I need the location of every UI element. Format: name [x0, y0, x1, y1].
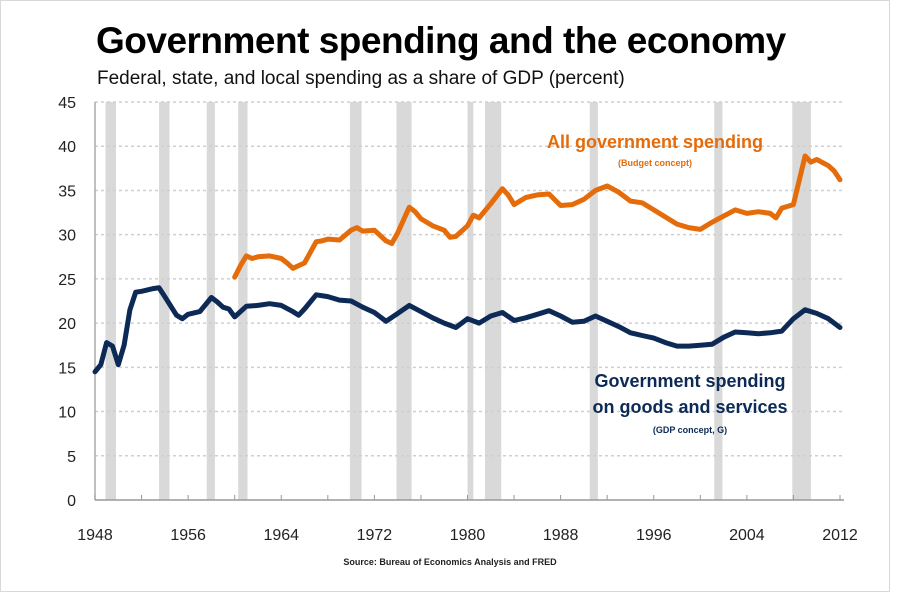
y-tick-label: 40 — [58, 139, 76, 156]
label-all-government-spending: All government spending — [547, 132, 763, 152]
x-tick-label: 1980 — [450, 527, 486, 544]
recession-band — [589, 102, 598, 500]
x-tick-label: 1948 — [77, 527, 113, 544]
y-tick-label: 0 — [67, 493, 76, 510]
x-tick-label: 2012 — [822, 527, 858, 544]
chart-subtitle: Federal, state, and local spending as a … — [97, 68, 625, 89]
y-tick-label: 30 — [58, 228, 76, 245]
y-tick-label: 15 — [58, 360, 76, 377]
recession-band — [484, 102, 502, 500]
recession-band — [238, 102, 248, 500]
chart-title: Government spending and the economy — [96, 20, 786, 61]
label-goods-and-services: on goods and services — [592, 397, 787, 417]
y-tick-label: 20 — [58, 316, 76, 333]
label-budget-concept: (Budget concept) — [618, 158, 692, 168]
recession-band — [467, 102, 474, 500]
recession-band — [792, 102, 811, 500]
series-line-all-government-spending — [232, 153, 843, 280]
y-tick-label: 5 — [67, 449, 76, 466]
label-gdp-concept: (GDP concept, G) — [653, 425, 727, 435]
axes: 0 5 10 15 20 25 30 35 40 45 1948 1956 1964 1972 1980 19… — [58, 95, 858, 544]
y-tick-label: 10 — [58, 405, 76, 422]
recession-band — [396, 102, 412, 500]
x-tick-label: 1972 — [357, 527, 393, 544]
recession-band — [714, 102, 723, 500]
chart-frame — [0, 0, 890, 592]
x-tick-label: 1964 — [263, 527, 299, 544]
x-tick-label: 1988 — [543, 527, 579, 544]
y-tick-label: 25 — [58, 272, 76, 289]
source-note: Source: Bureau of Economics Analysis and… — [343, 557, 557, 567]
series-line-goods-and-services — [92, 285, 843, 375]
recession-band — [105, 102, 116, 500]
x-tick-label: 1996 — [636, 527, 672, 544]
x-tick-label: 2004 — [729, 527, 765, 544]
series-labels: All government spending (Budget concept)… — [547, 132, 788, 435]
label-government-spending: Government spending — [594, 371, 785, 391]
series-lines — [92, 153, 843, 375]
gridlines — [95, 101, 844, 457]
y-tick-label: 45 — [58, 95, 76, 112]
y-tick-label: 35 — [58, 183, 76, 200]
x-tick-label: 1956 — [170, 527, 206, 544]
recession-band — [159, 102, 170, 500]
